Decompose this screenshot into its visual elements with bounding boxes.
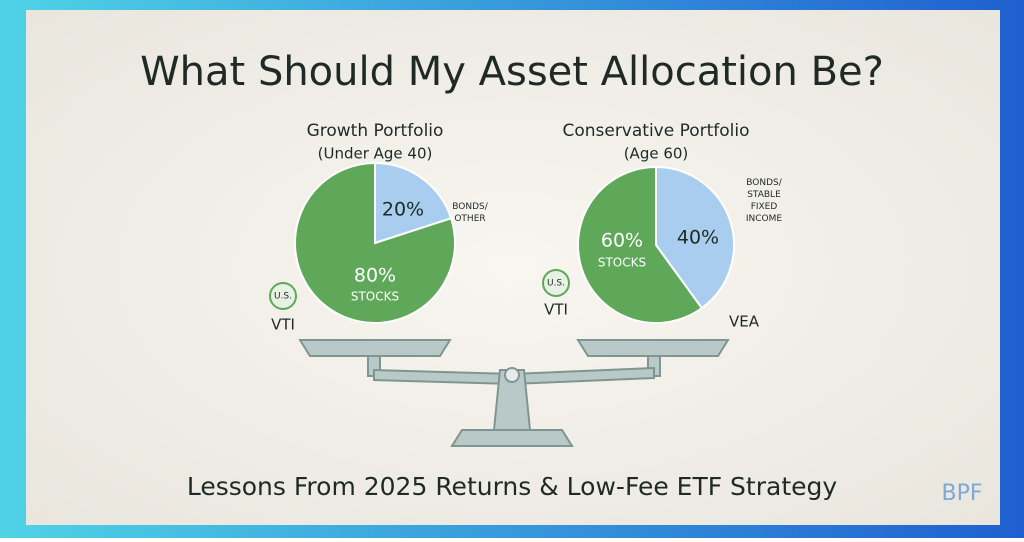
value-label: 80%	[354, 265, 396, 287]
us-badge	[269, 282, 297, 310]
pie-slice	[374, 161, 453, 245]
category-label: STOCKS	[598, 256, 646, 270]
footer: Lessons From 2025 Returns & Low-Fee ETF …	[187, 472, 838, 501]
chart-title: Growth Portfolio	[307, 121, 444, 141]
balance-scale	[298, 339, 730, 447]
chart-subtitle: (Under Age 40)	[318, 145, 433, 163]
pie-slice	[655, 165, 735, 310]
value-label: 40%	[677, 227, 719, 249]
value-label: 20%	[382, 199, 424, 221]
annotation: VTI	[544, 301, 568, 319]
pie-slice	[577, 165, 704, 324]
category-label: STOCKS	[351, 290, 399, 304]
title: What Should My Asset Allocation Be?	[140, 49, 884, 95]
us-badge	[542, 269, 570, 297]
annotation: U.S.	[274, 292, 292, 302]
value-label: 60%	[601, 230, 643, 252]
annotation: U.S.	[547, 279, 565, 289]
annotation: VEA	[729, 313, 760, 331]
chart-title: Conservative Portfolio	[562, 121, 749, 141]
category-label: BONDS/STABLE FIXED INCOME	[746, 178, 783, 224]
pie-slice	[294, 161, 456, 324]
annotation: VTI	[271, 316, 295, 334]
category-label: BONDS/OTHER	[452, 202, 488, 224]
chart-subtitle: (Age 60)	[624, 145, 689, 163]
logo: BPF	[941, 481, 982, 506]
